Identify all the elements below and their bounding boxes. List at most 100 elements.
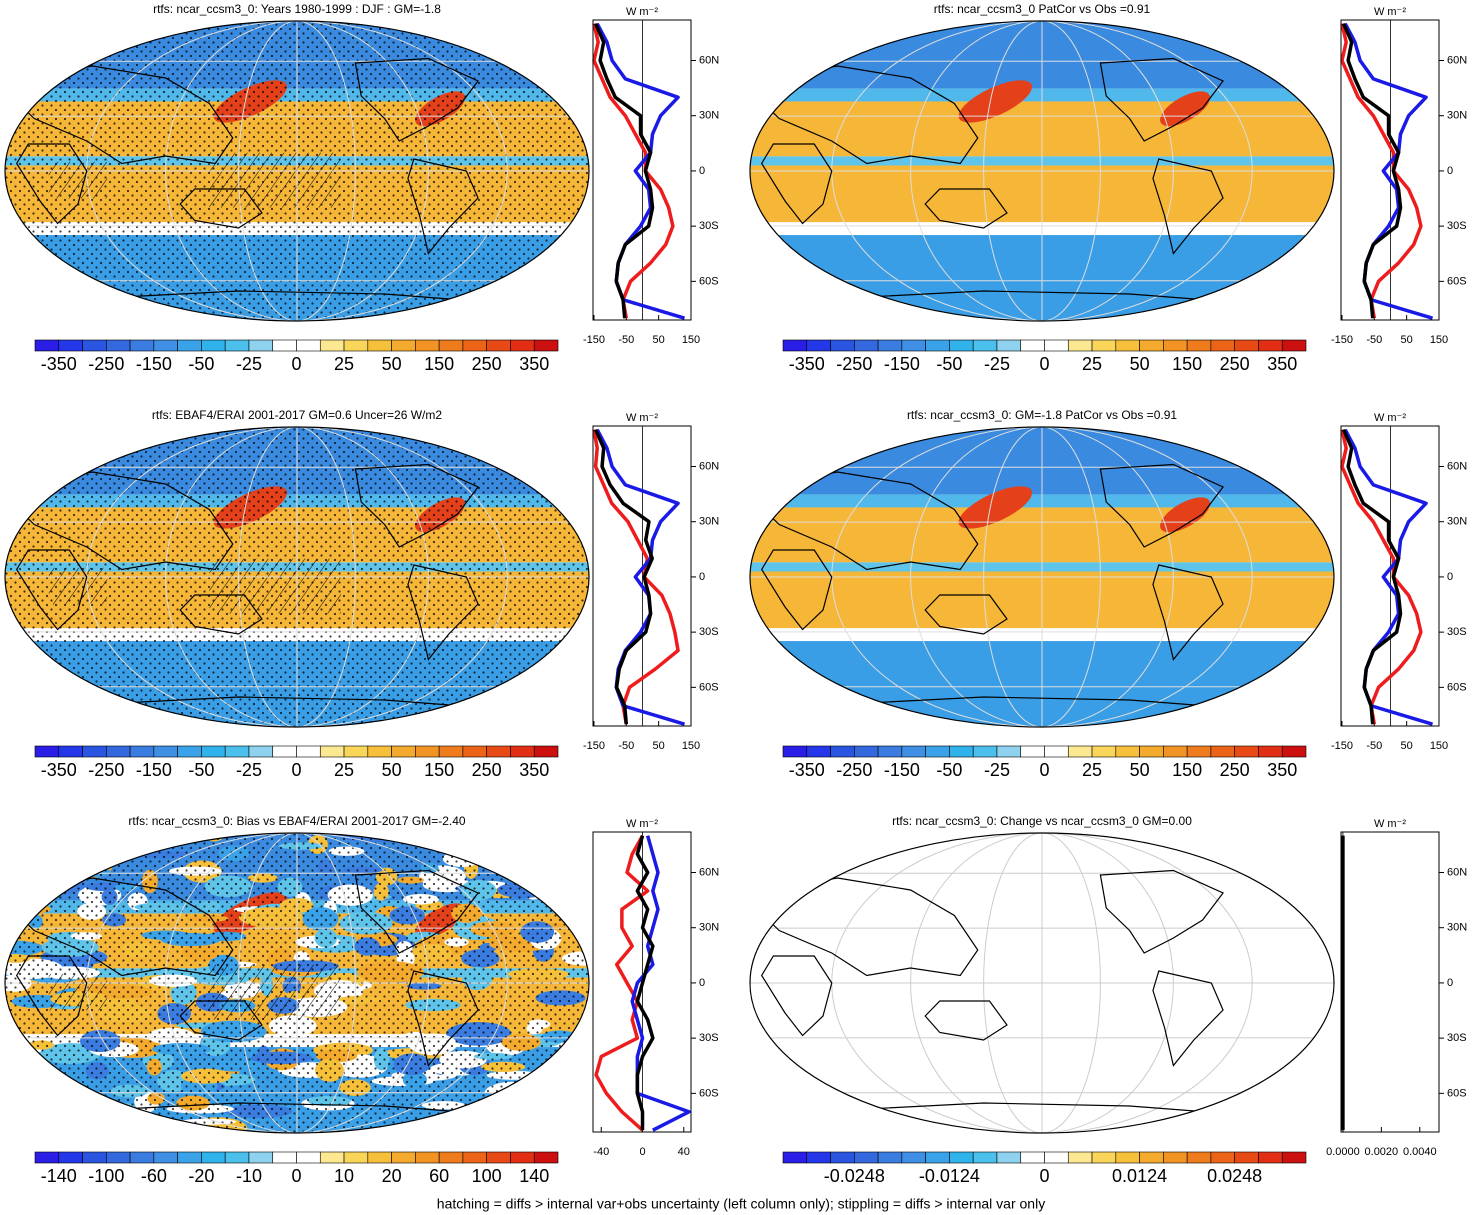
colorbar-box <box>854 1151 879 1164</box>
x-tick-label: 150 <box>1430 740 1448 752</box>
colorbar-box <box>877 1151 903 1164</box>
map-blob <box>503 855 519 870</box>
y-tick-label: 30S <box>699 220 719 232</box>
x-tick-label: -150 <box>583 740 605 752</box>
colorbar-box <box>82 339 107 352</box>
caption: hatching = diffs > internal var+obs unce… <box>437 1196 1045 1212</box>
y-tick-label: 30S <box>699 1032 719 1044</box>
profile-frame <box>1340 425 1440 727</box>
coastline <box>10 877 234 977</box>
coastline <box>92 1102 502 1116</box>
coastline <box>1152 158 1224 255</box>
colorbar-box <box>996 745 1022 758</box>
colorbar-box <box>854 339 879 352</box>
colorbar-box <box>58 1151 83 1164</box>
coastline <box>760 143 833 225</box>
colorbar-box <box>486 1151 511 1164</box>
colorbar-box <box>1258 1151 1283 1164</box>
x-tick-label: 50 <box>1401 334 1413 346</box>
colorbar-box <box>901 339 926 352</box>
x-tick-label: 50 <box>1401 740 1413 752</box>
y-tick-label: 30N <box>699 110 719 122</box>
colorbar-box <box>782 1151 808 1164</box>
colorbar-box <box>129 339 155 352</box>
colorbar-box <box>272 339 297 352</box>
colorbar-box <box>1139 339 1164 352</box>
colorbar-box <box>830 1151 855 1164</box>
x-tick-label: -150 <box>583 334 605 346</box>
colorbar-box <box>1115 1151 1140 1164</box>
colorbar-label: -150 <box>884 354 920 374</box>
meridian <box>910 833 1174 1133</box>
panel-title: rtfs: ncar_ccsm3_0 PatCor vs Obs =0.91 <box>934 2 1151 16</box>
colorbar-label: 10 <box>334 1166 354 1186</box>
unit-label: W m⁻² <box>626 412 658 424</box>
colorbar-box <box>806 339 831 352</box>
map-border <box>4 20 590 322</box>
colorbar-box <box>367 339 392 352</box>
panel-title: rtfs: ncar_ccsm3_0: Years 1980-1999 : DJ… <box>153 2 441 16</box>
colorbar-box <box>34 1151 60 1164</box>
coastline <box>837 1102 1247 1116</box>
colorbar-label: -140 <box>41 1166 77 1186</box>
colorbar-box <box>901 745 926 758</box>
panel-title: rtfs: ncar_ccsm3_0: Bias vs EBAF4/ERAI 2… <box>128 814 465 828</box>
coastline <box>15 549 88 631</box>
colorbar-label: 250 <box>1220 760 1250 780</box>
y-tick-label: 60S <box>699 275 719 287</box>
map-blob <box>33 876 54 889</box>
colorbar-box <box>1186 339 1212 352</box>
colorbar-box <box>153 745 178 758</box>
x-tick-label: -50 <box>1366 334 1382 346</box>
colorbar-box <box>1115 339 1140 352</box>
x-tick-label: 150 <box>682 740 700 752</box>
colorbar-label: 25 <box>334 354 354 374</box>
coastline <box>1152 564 1224 661</box>
coastline <box>407 564 479 661</box>
coastline <box>1152 970 1224 1067</box>
colorbar-label: 25 <box>334 760 354 780</box>
colorbar-box <box>1139 1151 1164 1164</box>
meridian <box>983 833 1101 1133</box>
y-tick-label: 0 <box>699 977 705 989</box>
colorbar-label: 150 <box>424 354 454 374</box>
colorbar-box <box>153 339 178 352</box>
colorbar-box <box>972 745 998 758</box>
map-blob <box>467 1120 530 1131</box>
colorbar-label: 250 <box>472 354 502 374</box>
colorbar-box <box>343 745 369 758</box>
meridian <box>983 427 1101 727</box>
colorbar-box <box>949 339 974 352</box>
map-blob <box>520 1123 539 1133</box>
map-blob <box>8 854 72 868</box>
colorbar-box <box>877 745 903 758</box>
colorbar-box <box>248 745 274 758</box>
map-blob <box>526 865 548 889</box>
y-tick-label: 0 <box>699 165 705 177</box>
colorbar-box <box>510 1151 535 1164</box>
profile-line <box>1341 428 1403 725</box>
colorbar-box <box>224 745 250 758</box>
colorbar-label: 250 <box>1220 354 1250 374</box>
colorbar-label: -25 <box>236 760 262 780</box>
map-border <box>4 832 590 1134</box>
colorbar-box <box>1186 745 1212 758</box>
coastline <box>837 696 1247 710</box>
colorbar-label: 25 <box>1082 760 1102 780</box>
coastline <box>354 57 479 142</box>
meridian <box>165 833 429 1133</box>
colorbar-label: 140 <box>519 1166 549 1186</box>
coastline <box>354 869 479 954</box>
colorbar-box <box>201 745 226 758</box>
colorbar-label: -250 <box>88 760 124 780</box>
colorbar-box <box>343 1151 369 1164</box>
colorbar-label: -350 <box>789 760 825 780</box>
colorbar-box <box>510 339 535 352</box>
colorbar-box <box>1020 339 1045 352</box>
profile-line <box>594 834 650 1132</box>
colorbar-label: -350 <box>41 354 77 374</box>
y-tick-label: 0 <box>1447 571 1453 583</box>
colorbar-box <box>533 339 559 352</box>
colorbar-box <box>438 745 464 758</box>
colorbar-box <box>510 745 535 758</box>
